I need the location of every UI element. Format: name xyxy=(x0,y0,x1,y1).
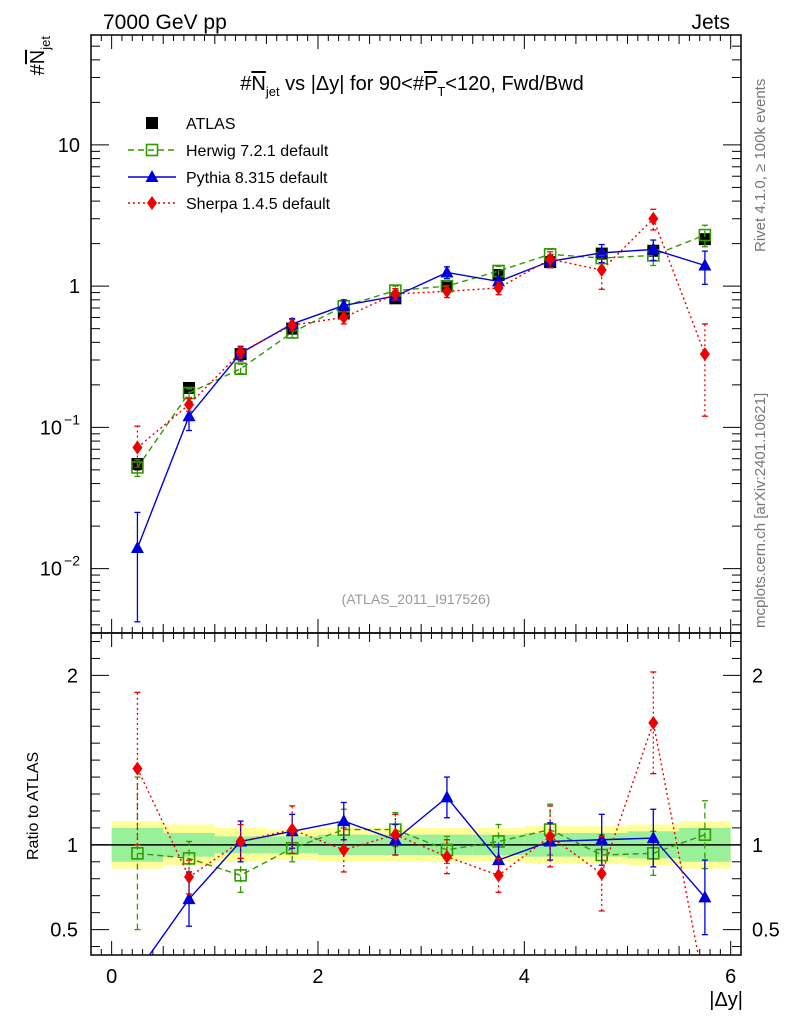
main-data-point xyxy=(235,345,246,360)
chart-title: #Njet vs |Δy| for 90<#PT<120, Fwd/Bwd xyxy=(240,73,583,99)
ratio-y-tick-label: 1 xyxy=(67,835,78,857)
ratio-data-point xyxy=(646,831,660,844)
ratio-y-axis-label: Ratio to ATLAS xyxy=(25,752,42,860)
legend-marker xyxy=(145,170,159,182)
ratio-data-point xyxy=(337,814,351,827)
ratio-y-tick-label-right: 2 xyxy=(752,665,763,687)
legend-entry: Sherpa 1.4.5 default xyxy=(128,196,331,213)
main-series xyxy=(131,233,711,471)
ratio-y-tick-label-right: 1 xyxy=(752,835,763,857)
y-tick-label: 1 xyxy=(69,276,80,298)
legend-marker xyxy=(145,143,159,157)
ratio-data-point xyxy=(184,870,195,885)
ratio-data-point xyxy=(440,790,454,803)
ratio-y-tick-label: 2 xyxy=(67,665,78,687)
rivet-version-text: Rivet 4.1.0, ≥ 100k events xyxy=(752,79,769,252)
legend-entry: Herwig 7.2.1 default xyxy=(128,143,329,160)
ratio-y-tick-label: 0.5 xyxy=(50,920,78,942)
ratio-data-point xyxy=(492,853,506,866)
main-data-point xyxy=(492,274,506,287)
ratio-data-point xyxy=(441,849,452,864)
process-label: Jets xyxy=(691,11,730,34)
main-data-point xyxy=(698,258,712,271)
main-data-point xyxy=(390,286,401,301)
x-tick-label: 2 xyxy=(312,966,323,988)
main-data-point xyxy=(440,265,454,278)
main-data-point xyxy=(646,242,660,255)
legend-label: ATLAS xyxy=(186,116,236,133)
y-tick-label-exponent: −2 xyxy=(64,553,80,569)
legend-marker xyxy=(146,117,158,129)
y-tick-label-exponent: −1 xyxy=(64,411,80,427)
ratio-data-point xyxy=(235,834,246,849)
y-axis-label: #Njet xyxy=(27,36,53,76)
y-tick-label: 10 xyxy=(40,559,62,581)
main-data-point xyxy=(595,245,609,258)
legend-label: Sherpa 1.4.5 default xyxy=(186,196,331,213)
ratio-data-point xyxy=(390,827,401,842)
ratio-data-point xyxy=(131,847,144,860)
legend-label: Pythia 8.315 default xyxy=(186,170,328,187)
analysis-watermark: (ATLAS_2011_I917526) xyxy=(342,591,491,607)
legend: ATLAS Herwig 7.2.1 default Pythia 8.315 de… xyxy=(128,116,331,213)
ratio-data-point xyxy=(545,829,556,844)
ratio-panel: 0 2 4 6 0.5 0.5 1 1 2 2 xyxy=(50,632,780,988)
ratio-data-point xyxy=(493,868,504,883)
main-data-point xyxy=(545,252,556,267)
legend-marker xyxy=(147,196,157,210)
main-data-point xyxy=(337,298,351,311)
x-tick-label: 6 xyxy=(725,966,736,988)
main-data-point xyxy=(182,409,196,422)
main-data-point xyxy=(130,540,144,553)
main-data-point xyxy=(648,211,659,226)
ratio-data-point xyxy=(132,761,143,776)
ratio-data-point xyxy=(287,822,298,837)
ratio-data-point xyxy=(648,715,659,730)
ratio-data-point xyxy=(595,832,609,845)
main-data-point xyxy=(287,318,298,333)
x-tick-label: 0 xyxy=(106,966,117,988)
main-data-point xyxy=(184,397,195,412)
energy-label: 7000 GeV pp xyxy=(103,11,227,34)
ratio-data-point xyxy=(234,869,247,882)
main-series xyxy=(130,239,712,623)
mcplots-reference-text: mcplots.cern.ch [arXiv:2401.10621] xyxy=(752,393,769,628)
main-data-point xyxy=(698,228,712,242)
ratio-data-point xyxy=(596,866,607,881)
main-series xyxy=(131,224,712,478)
ratio-data-point xyxy=(698,828,712,841)
main-data-point xyxy=(698,233,711,246)
main-data-point xyxy=(132,440,143,455)
ratio-data-point xyxy=(338,842,349,857)
main-series xyxy=(132,208,710,469)
main-data-point xyxy=(234,362,247,376)
ratio-data-point xyxy=(182,892,196,905)
y-tick-label: 10 xyxy=(40,417,62,439)
ratio-data-point xyxy=(698,890,712,903)
main-series-line xyxy=(136,217,706,449)
ratio-series-line xyxy=(136,720,700,955)
legend-label: Herwig 7.2.1 default xyxy=(186,143,329,160)
main-data-point xyxy=(441,284,452,299)
main-data-point xyxy=(493,281,504,296)
ratio-series xyxy=(132,671,700,955)
x-tick-label: 4 xyxy=(519,966,530,988)
ratio-y-tick-label-right: 0.5 xyxy=(752,920,780,942)
ratio-series xyxy=(148,776,712,955)
main-data-point xyxy=(338,310,349,325)
main-series-line xyxy=(136,234,706,468)
main-series-line xyxy=(136,248,706,549)
x-axis-label: |Δy| xyxy=(709,989,743,1011)
main-data-point xyxy=(699,347,710,362)
ratio-series-line xyxy=(148,796,706,955)
legend-entry: Pythia 8.315 default xyxy=(128,170,328,187)
legend-entry: ATLAS xyxy=(146,116,236,133)
ratio-series-group xyxy=(131,671,712,955)
main-data-point xyxy=(596,263,607,278)
y-tick-label: 10 xyxy=(58,135,80,157)
